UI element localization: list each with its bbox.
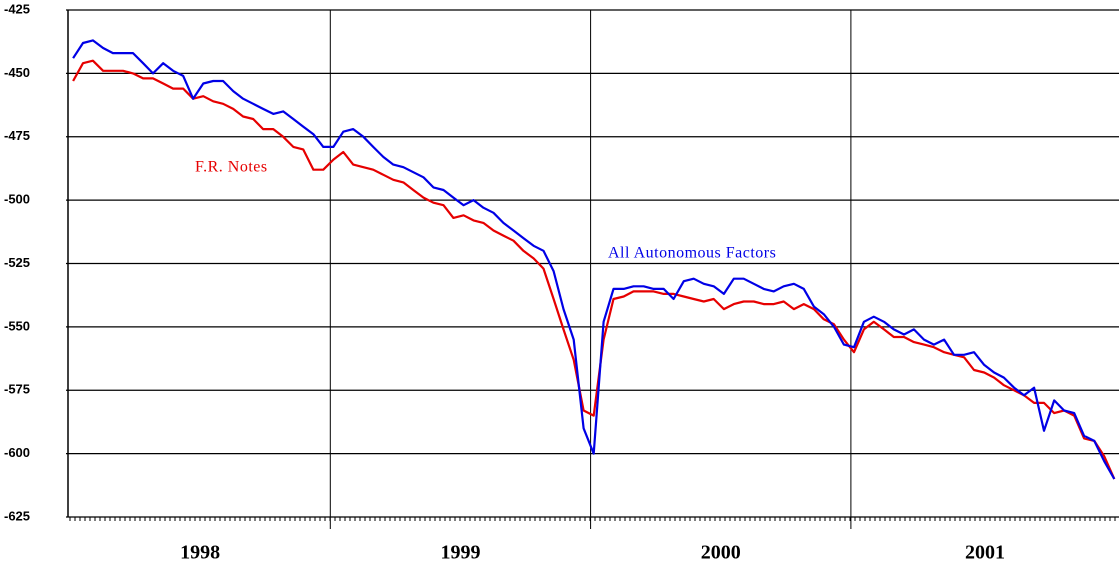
x-tick-label: 2000 bbox=[701, 542, 741, 564]
series-line bbox=[72, 39, 1116, 480]
series-label: F.R. Notes bbox=[195, 159, 268, 176]
series-label: All Autonomous Factors bbox=[608, 245, 776, 262]
y-tick-label: -625 bbox=[4, 508, 30, 523]
x-tick-label: 2001 bbox=[965, 542, 1005, 564]
y-tick-label: -525 bbox=[4, 255, 30, 270]
y-tick-label: -450 bbox=[4, 65, 30, 80]
y-tick-label: -550 bbox=[4, 318, 30, 333]
y-tick-label: -425 bbox=[4, 1, 30, 16]
x-tick-label: 1998 bbox=[180, 542, 220, 564]
y-tick-label: -575 bbox=[4, 382, 30, 397]
y-tick-label: -475 bbox=[4, 128, 30, 143]
y-tick-label: -500 bbox=[4, 192, 30, 207]
y-tick-label: -600 bbox=[4, 445, 30, 460]
series-line bbox=[72, 59, 1116, 480]
x-tick-label: 1999 bbox=[440, 542, 480, 564]
